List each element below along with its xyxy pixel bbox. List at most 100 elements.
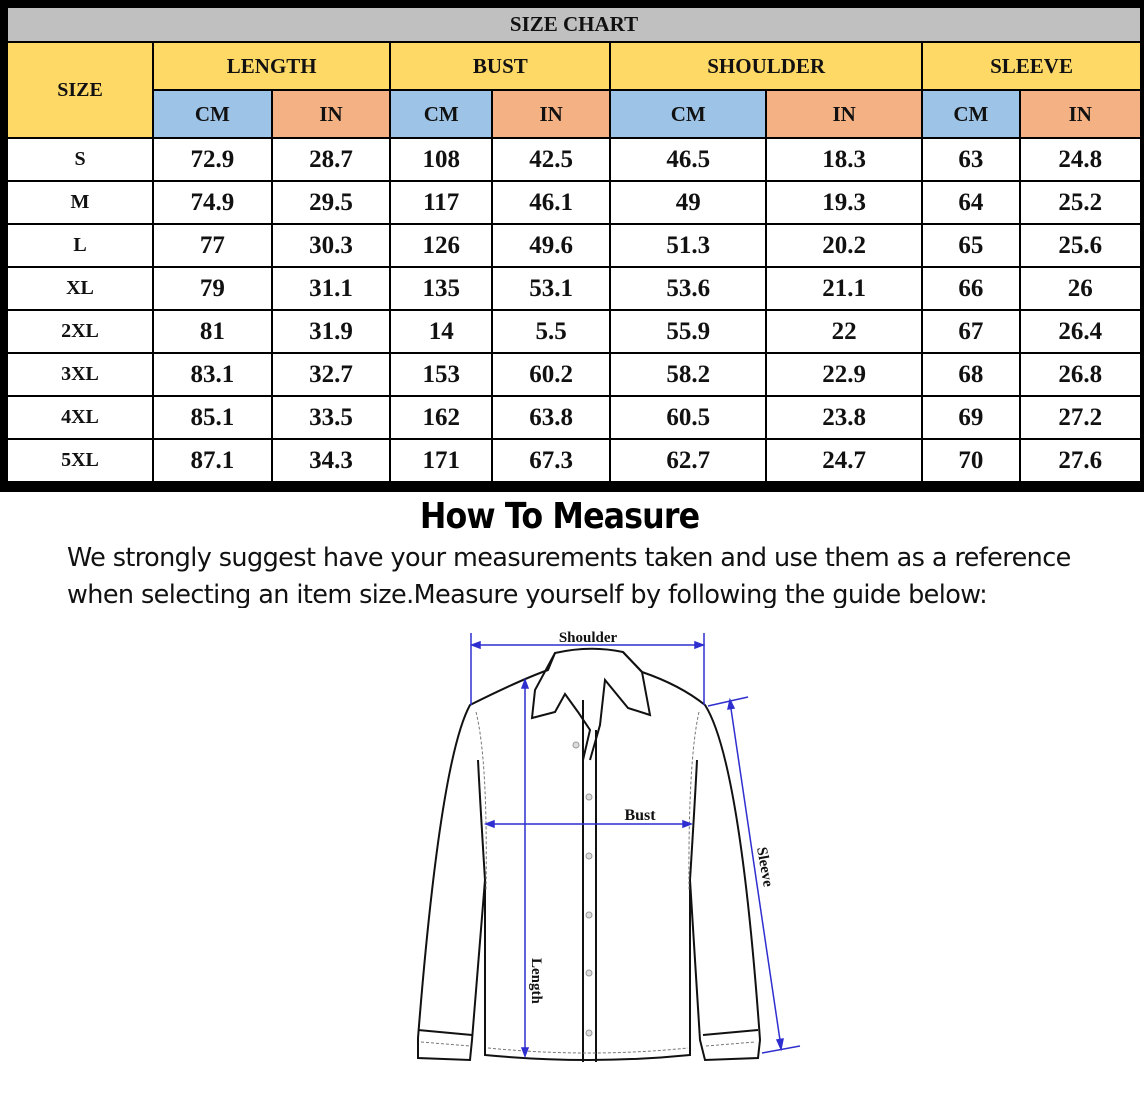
value-cell: 31.9 [272, 311, 390, 352]
value-cell: 135 [391, 268, 492, 309]
unit-header-in: IN [272, 91, 390, 137]
size-cell: 4XL [8, 397, 152, 438]
value-cell: 83.1 [154, 354, 271, 395]
value-cell: 66 [923, 268, 1019, 309]
table-row: 5XL 87.1 34.3 171 67.3 62.7 24.7 70 27.6 [8, 440, 1140, 481]
value-cell: 49 [611, 182, 766, 223]
value-cell: 25.2 [1020, 182, 1140, 223]
shirt-outline [417, 647, 762, 1062]
value-cell: 18.3 [767, 139, 922, 180]
size-cell: L [8, 225, 152, 266]
value-cell: 5.5 [493, 311, 610, 352]
value-cell: 117 [391, 182, 492, 223]
value-cell: 74.9 [154, 182, 271, 223]
value-cell: 126 [391, 225, 492, 266]
size-table: SIZE CHART SIZE LENGTH BUST SHOULDER SLEEVE… [6, 6, 1142, 483]
value-cell: 60.5 [611, 397, 766, 438]
size-chart: SIZE CHART SIZE LENGTH BUST SHOULDER SLEEVE… [0, 0, 1144, 492]
chart-title: SIZE CHART [8, 8, 1140, 41]
value-cell: 22 [767, 311, 922, 352]
size-cell: 3XL [8, 354, 152, 395]
value-cell: 79 [154, 268, 271, 309]
value-cell: 29.5 [272, 182, 390, 223]
value-cell: 22.9 [767, 354, 922, 395]
how-to-measure-heading: How To Measure [419, 496, 700, 537]
value-cell: 171 [391, 440, 492, 481]
size-cell: 5XL [8, 440, 152, 481]
value-cell: 65 [923, 225, 1019, 266]
value-cell: 24.8 [1020, 139, 1140, 180]
value-cell: 30.3 [272, 225, 390, 266]
shoulder-label: Shoulder [559, 630, 618, 646]
unit-header-cm: CM [611, 91, 766, 137]
sleeve-label: Sleeve [753, 846, 776, 888]
length-label: Length [528, 958, 544, 1005]
unit-header-in: IN [493, 91, 610, 137]
bust-label: Bust [624, 807, 656, 824]
table-row: 4XL 85.1 33.5 162 63.8 60.5 23.8 69 27.2 [8, 397, 1140, 438]
value-cell: 49.6 [493, 225, 610, 266]
value-cell: 51.3 [611, 225, 766, 266]
table-row: 3XL 83.1 32.7 153 60.2 58.2 22.9 68 26.8 [8, 354, 1140, 395]
value-cell: 27.6 [1020, 440, 1140, 481]
size-cell: 2XL [8, 311, 152, 352]
value-cell: 58.2 [611, 354, 766, 395]
value-cell: 81 [154, 311, 271, 352]
table-row: L 77 30.3 126 49.6 51.3 20.2 65 25.6 [8, 225, 1140, 266]
value-cell: 23.8 [767, 397, 922, 438]
value-cell: 70 [923, 440, 1019, 481]
value-cell: 108 [391, 139, 492, 180]
value-cell: 14 [391, 311, 492, 352]
value-cell: 72.9 [154, 139, 271, 180]
unit-header-in: IN [767, 91, 922, 137]
group-header-shoulder: SHOULDER [611, 43, 922, 89]
value-cell: 34.3 [272, 440, 390, 481]
value-cell: 27.2 [1020, 397, 1140, 438]
table-row: M 74.9 29.5 117 46.1 49 19.3 64 25.2 [8, 182, 1140, 223]
value-cell: 87.1 [154, 440, 271, 481]
value-cell: 63.8 [493, 397, 610, 438]
instructions-text: We strongly suggest have your measuremen… [67, 543, 1071, 608]
size-cell: S [8, 139, 152, 180]
value-cell: 32.7 [272, 354, 390, 395]
value-cell: 33.5 [272, 397, 390, 438]
value-cell: 26.8 [1020, 354, 1140, 395]
value-cell: 77 [154, 225, 271, 266]
size-header: SIZE [8, 43, 152, 137]
value-cell: 53.1 [493, 268, 610, 309]
size-cell: M [8, 182, 152, 223]
value-cell: 19.3 [767, 182, 922, 223]
value-cell: 67 [923, 311, 1019, 352]
value-cell: 46.1 [493, 182, 610, 223]
group-header-sleeve: SLEEVE [923, 43, 1140, 89]
value-cell: 31.1 [272, 268, 390, 309]
value-cell: 25.6 [1020, 225, 1140, 266]
value-cell: 20.2 [767, 225, 922, 266]
value-cell: 21.1 [767, 268, 922, 309]
value-cell: 63 [923, 139, 1019, 180]
value-cell: 85.1 [154, 397, 271, 438]
sleeve-arrow [729, 701, 782, 1048]
unit-header-in: IN [1020, 91, 1140, 137]
group-header-bust: BUST [391, 43, 610, 89]
buttons [572, 741, 593, 1037]
value-cell: 24.7 [767, 440, 922, 481]
table-row: S 72.9 28.7 108 42.5 46.5 18.3 63 24.8 [8, 139, 1140, 180]
value-cell: 26.4 [1020, 311, 1140, 352]
value-cell: 26 [1020, 268, 1140, 309]
value-cell: 46.5 [611, 139, 766, 180]
measure-arrows [469, 633, 801, 1059]
value-cell: 53.6 [611, 268, 766, 309]
value-cell: 68 [923, 354, 1019, 395]
value-cell: 69 [923, 397, 1019, 438]
shirt-stitching [420, 711, 756, 1054]
table-row: 2XL 81 31.9 14 5.5 55.9 22 67 26.4 [8, 311, 1140, 352]
table-row: XL 79 31.1 135 53.1 53.6 21.1 66 26 [8, 268, 1140, 309]
value-cell: 28.7 [272, 139, 390, 180]
unit-header-cm: CM [923, 91, 1019, 137]
value-cell: 153 [391, 354, 492, 395]
value-cell: 67.3 [493, 440, 610, 481]
value-cell: 42.5 [493, 139, 610, 180]
value-cell: 62.7 [611, 440, 766, 481]
